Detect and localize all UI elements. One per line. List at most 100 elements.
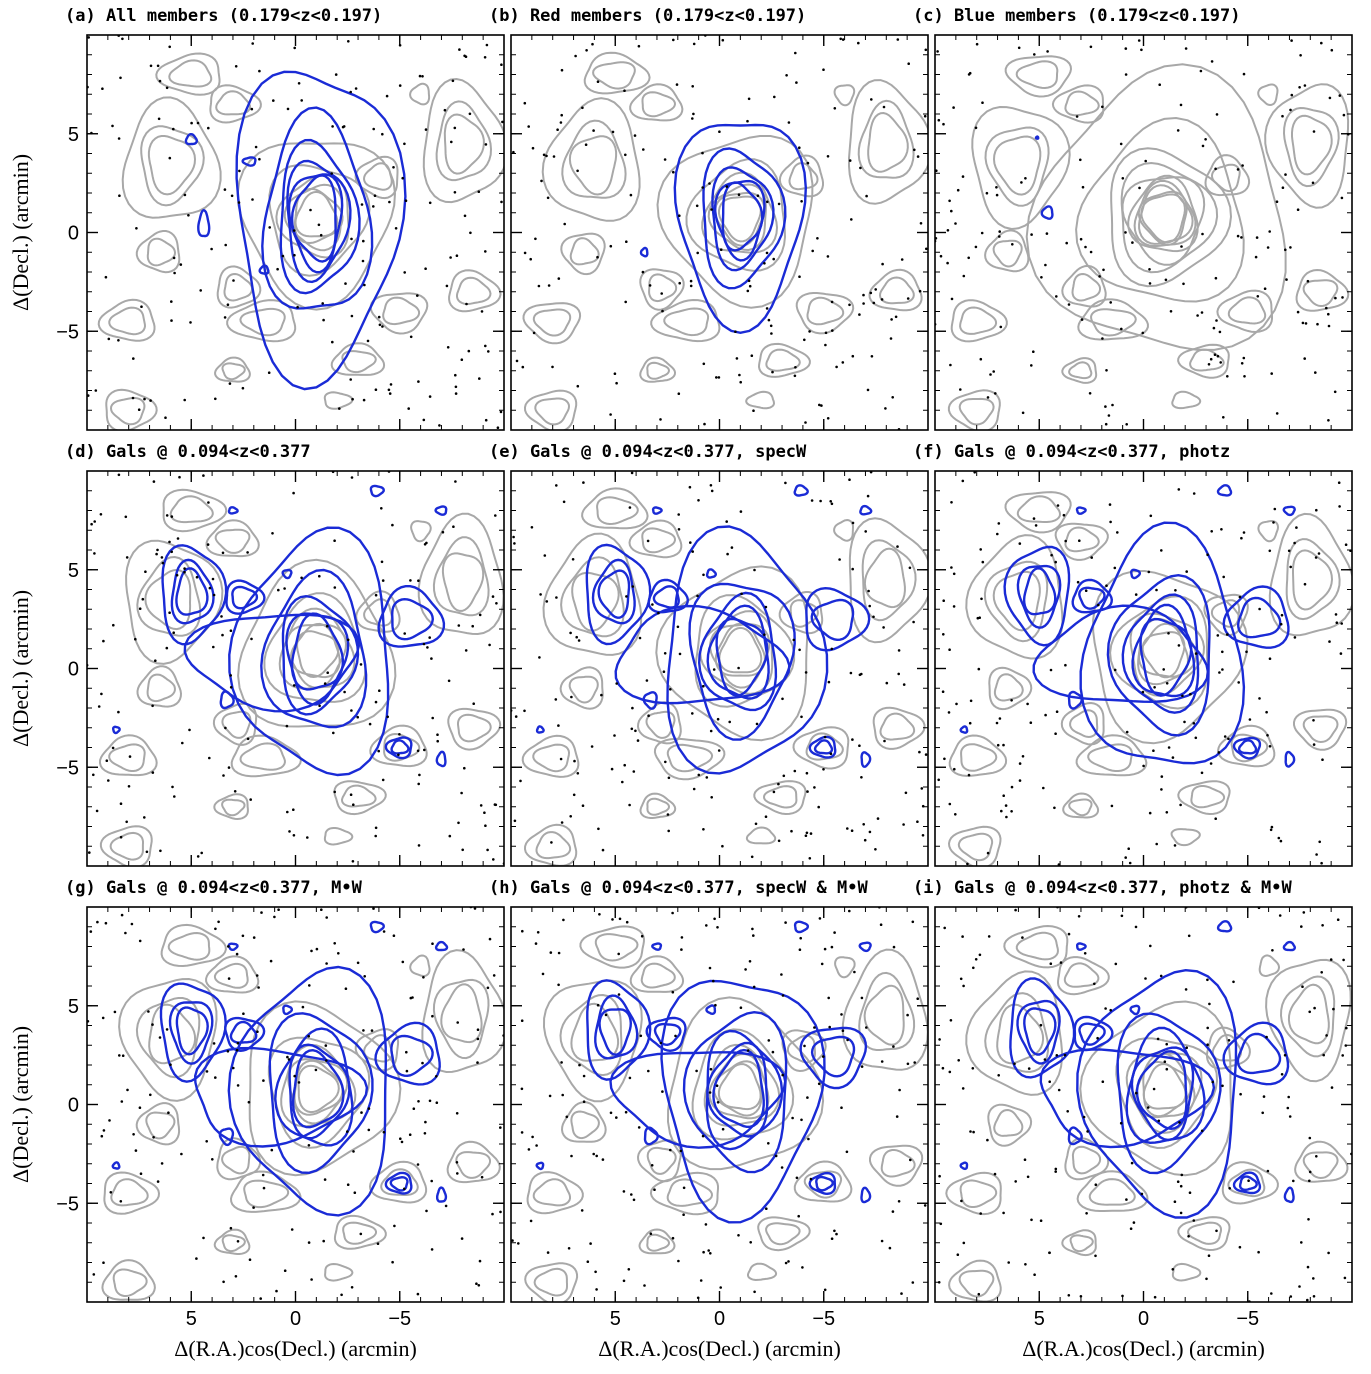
galaxy-dot [1059, 961, 1063, 964]
galaxy-dot [748, 960, 752, 963]
galaxy-dot [1046, 50, 1049, 53]
galaxy-dot [752, 409, 755, 413]
galaxy-dot [781, 1073, 784, 1077]
contour [649, 1171, 719, 1216]
galaxy-dot [1002, 1211, 1005, 1215]
galaxy-dot [986, 396, 990, 399]
galaxy-dot [977, 1292, 981, 1296]
galaxy-dot [1026, 702, 1029, 706]
galaxy-dot [1187, 934, 1191, 938]
contour [983, 560, 1049, 643]
galaxy-dot [272, 99, 275, 102]
contour [559, 993, 623, 1077]
galaxy-dot [1021, 411, 1025, 415]
galaxy-dot [666, 813, 670, 816]
contour [808, 735, 837, 759]
contour [765, 348, 801, 372]
galaxy-dot [853, 970, 856, 974]
galaxy-dot [661, 1090, 664, 1093]
contour [369, 724, 428, 768]
contour [568, 135, 618, 196]
galaxy-dot [1238, 1245, 1242, 1249]
contour [1078, 1022, 1106, 1046]
galaxy-dot [900, 1292, 903, 1295]
contour [646, 797, 671, 816]
contour [333, 780, 387, 816]
galaxy-dot [925, 247, 928, 251]
galaxy-dot [677, 392, 681, 396]
galaxy-dot [496, 426, 500, 430]
galaxy-dot [1280, 613, 1284, 617]
galaxy-dot [563, 222, 566, 226]
galaxy-dot [455, 1112, 459, 1115]
galaxy-dot [739, 1006, 743, 1009]
galaxy-dot [1128, 861, 1132, 865]
galaxy-dot [229, 629, 233, 632]
galaxy-dot [409, 335, 413, 339]
contour [596, 496, 639, 526]
galaxy-dot [172, 256, 176, 260]
galaxy-dot [628, 506, 632, 509]
galaxy-dot [126, 1088, 129, 1092]
galaxy-dot [1270, 825, 1274, 829]
galaxy-dot [1156, 1037, 1160, 1041]
galaxy-dot [781, 697, 784, 701]
contour [342, 1221, 377, 1245]
galaxy-dot [897, 672, 900, 676]
galaxy-dot [391, 523, 394, 527]
galaxy-dot [1279, 622, 1283, 626]
contour [221, 798, 246, 817]
galaxy-dot [560, 821, 564, 824]
contour [1034, 135, 1040, 140]
galaxy-dot [468, 112, 472, 116]
galaxy-dot [1277, 836, 1281, 840]
galaxy-dot [1343, 1276, 1347, 1280]
galaxy-dot [679, 1149, 683, 1153]
contour [535, 831, 572, 860]
galaxy-dot [941, 1066, 945, 1070]
galaxy-dot [242, 1012, 245, 1015]
galaxy-dot [1002, 794, 1005, 797]
contour [281, 594, 360, 716]
galaxy-dot [638, 636, 642, 640]
galaxy-dot [830, 502, 834, 506]
galaxy-dot [750, 354, 754, 358]
galaxy-dot [493, 803, 497, 806]
galaxy-dot [484, 824, 487, 827]
galaxy-dot [1011, 243, 1014, 246]
galaxy-dot [349, 90, 353, 94]
galaxy-dot [948, 648, 951, 651]
galaxy-dot [170, 550, 173, 554]
galaxy-dot [529, 1219, 533, 1223]
galaxy-dot [1208, 1002, 1211, 1006]
galaxy-dot [214, 927, 217, 931]
galaxy-dot [1124, 856, 1127, 859]
galaxy-dot [1327, 1251, 1330, 1255]
galaxy-dot [623, 763, 626, 767]
galaxy-dot [1320, 861, 1323, 865]
galaxy-dot [1141, 331, 1145, 335]
galaxy-dot [144, 570, 147, 573]
galaxy-dot [246, 551, 249, 554]
galaxy-dot [221, 633, 224, 637]
contour [799, 1026, 868, 1090]
galaxy-dot [1153, 686, 1156, 689]
galaxy-dot [979, 1212, 982, 1215]
galaxy-dot [885, 681, 889, 685]
galaxy-dot [968, 71, 972, 75]
contour [948, 1259, 1002, 1302]
galaxy-dot [890, 318, 893, 321]
contour [390, 1034, 434, 1078]
galaxy-dot [1105, 369, 1108, 372]
galaxy-dot [326, 671, 330, 674]
galaxy-dot [119, 1200, 123, 1203]
galaxy-dot [421, 1061, 424, 1065]
galaxy-dot [773, 95, 776, 99]
galaxy-dot [718, 130, 721, 133]
galaxy-dot [737, 1234, 740, 1237]
galaxy-dot [214, 397, 217, 401]
galaxy-dot [600, 693, 603, 697]
galaxy-dot [189, 321, 192, 324]
contour [146, 673, 176, 703]
galaxy-dot [891, 396, 894, 399]
